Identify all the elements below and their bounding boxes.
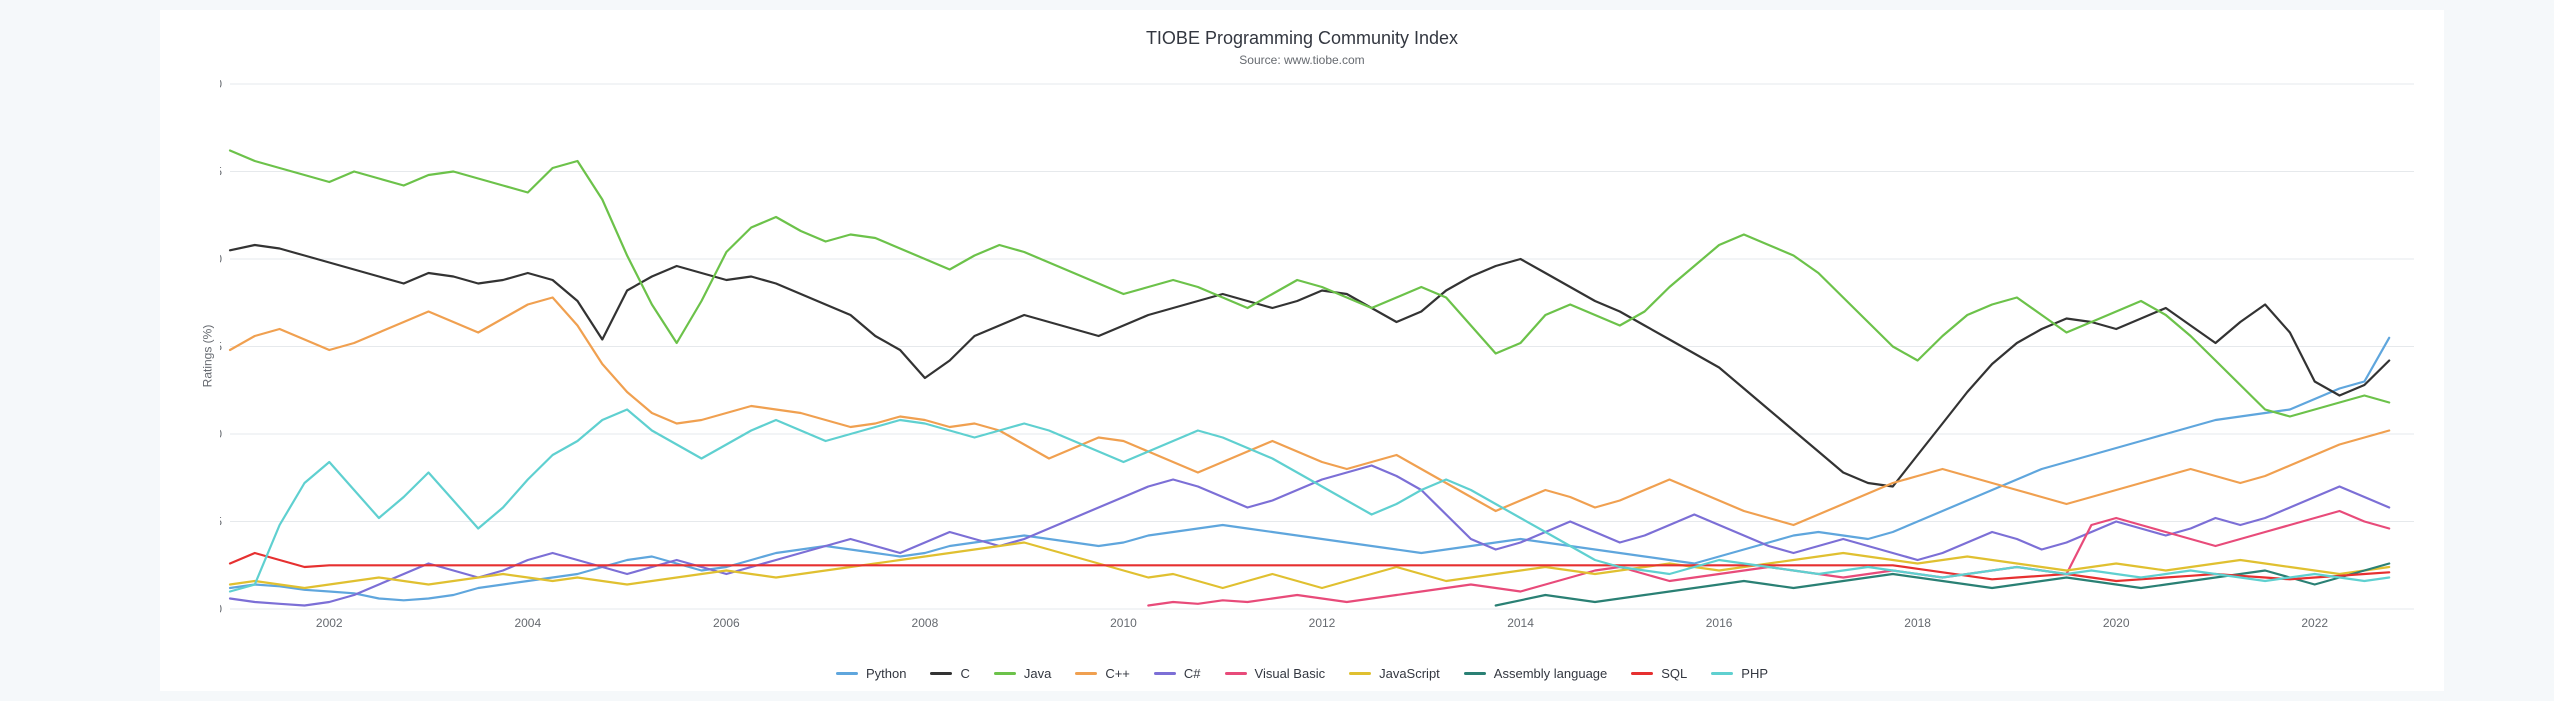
- legend-label: C++: [1105, 666, 1130, 681]
- legend-swatch: [930, 672, 952, 675]
- legend-swatch: [1711, 672, 1733, 675]
- chart-legend: Python C Java C++ C# Visual Basic JavaScript As…: [160, 666, 2444, 681]
- series-line: [230, 338, 2389, 601]
- series-line: [230, 245, 2389, 487]
- legend-item[interactable]: Python: [836, 666, 906, 681]
- series-line: [230, 151, 2389, 417]
- legend-label: Java: [1024, 666, 1051, 681]
- x-tick-label: 2016: [1706, 616, 1733, 630]
- y-tick-label: 5: [220, 515, 222, 529]
- chart-subtitle: Source: www.tiobe.com: [160, 53, 2444, 67]
- legend-label: Visual Basic: [1255, 666, 1326, 681]
- legend-item[interactable]: PHP: [1711, 666, 1768, 681]
- legend-item[interactable]: Assembly language: [1464, 666, 1607, 681]
- x-tick-label: 2020: [2103, 616, 2130, 630]
- legend-swatch: [1349, 672, 1371, 675]
- x-tick-label: 2002: [316, 616, 343, 630]
- legend-label: C#: [1184, 666, 1201, 681]
- y-tick-label: 20: [220, 252, 222, 266]
- y-tick-label: 10: [220, 427, 222, 441]
- chart-svg: 0 5 10 15 20 25 30 2002 2004 2006 2008 2010 2012 2014…: [220, 80, 2424, 631]
- x-tick-label: 2022: [2301, 616, 2328, 630]
- legend-item[interactable]: JavaScript: [1349, 666, 1440, 681]
- y-tick-label: 15: [220, 340, 222, 354]
- x-tick-label: 2014: [1507, 616, 1534, 630]
- series-group: [230, 151, 2389, 606]
- x-axis: 2002 2004 2006 2008 2010 2012 2014 2016 2018 2020…: [316, 616, 2328, 630]
- legend-swatch: [1075, 672, 1097, 675]
- plot-area: Ratings (%) 0510152025302002200420062008…: [220, 80, 2424, 631]
- legend-swatch: [994, 672, 1016, 675]
- y-tick-label: 25: [220, 165, 222, 179]
- legend-label: PHP: [1741, 666, 1768, 681]
- y-axis-label: Ratings (%): [200, 324, 214, 387]
- legend-label: Python: [866, 666, 906, 681]
- legend-item[interactable]: C: [930, 666, 969, 681]
- x-tick-label: 2018: [1904, 616, 1931, 630]
- page-frame: TIOBE Programming Community Index Source…: [0, 0, 2554, 701]
- legend-item[interactable]: C#: [1154, 666, 1201, 681]
- chart-card: TIOBE Programming Community Index Source…: [160, 10, 2444, 691]
- legend-label: SQL: [1661, 666, 1687, 681]
- chart-title: TIOBE Programming Community Index: [160, 28, 2444, 49]
- legend-item[interactable]: SQL: [1631, 666, 1687, 681]
- legend-swatch: [1154, 672, 1176, 675]
- x-tick-label: 2008: [912, 616, 939, 630]
- y-tick-label: 0: [220, 602, 222, 616]
- legend-label: JavaScript: [1379, 666, 1440, 681]
- series-line: [1148, 511, 2389, 606]
- legend-item[interactable]: Java: [994, 666, 1051, 681]
- x-tick-label: 2006: [713, 616, 740, 630]
- legend-label: Assembly language: [1494, 666, 1607, 681]
- legend-item[interactable]: C++: [1075, 666, 1130, 681]
- legend-swatch: [1225, 672, 1247, 675]
- x-tick-label: 2012: [1309, 616, 1336, 630]
- legend-item[interactable]: Visual Basic: [1225, 666, 1326, 681]
- x-tick-label: 2004: [514, 616, 541, 630]
- legend-label: C: [960, 666, 969, 681]
- legend-swatch: [1631, 672, 1653, 675]
- x-tick-label: 2010: [1110, 616, 1137, 630]
- y-tick-label: 30: [220, 80, 222, 91]
- legend-swatch: [1464, 672, 1486, 675]
- legend-swatch: [836, 672, 858, 675]
